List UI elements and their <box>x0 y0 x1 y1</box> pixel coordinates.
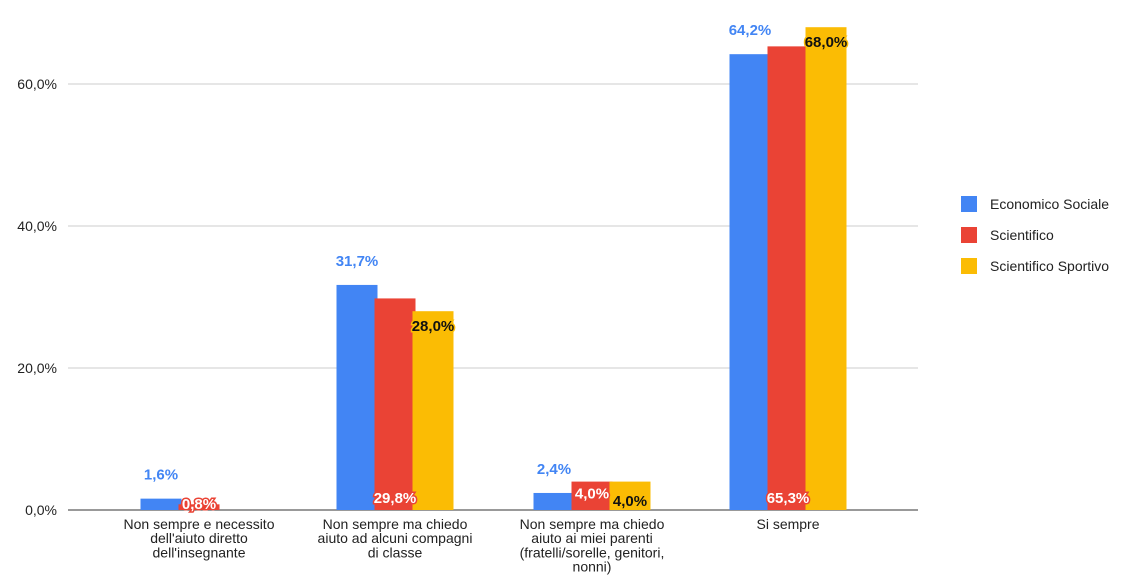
data-labels: 1,6% 31,7% 2,4% 64,2% 0,8% 29,8% 4,0% 65,3% 28,0… <box>144 22 849 514</box>
x-tick-label: nonni) <box>573 559 612 575</box>
x-tick-label: di classe <box>368 544 423 560</box>
bar <box>805 27 847 510</box>
data-label: 0,8% <box>182 496 216 513</box>
legend-swatch <box>961 258 977 274</box>
x-tick-label: Non sempre ma chiedo <box>323 516 468 532</box>
data-label: 4,0% <box>613 493 647 510</box>
bar <box>140 498 182 510</box>
legend-swatch <box>961 227 977 243</box>
bar <box>571 481 613 510</box>
bar <box>374 298 416 510</box>
x-tick-label: Non sempre e necessito <box>124 516 275 532</box>
legend-label: Scientifico <box>990 227 1054 243</box>
x-tick-label: aiuto ad alcuni compagni <box>318 530 473 546</box>
y-tick-label: 60,0% <box>17 76 57 92</box>
bar <box>178 504 220 510</box>
x-tick-label: aiuto ai miei parenti <box>531 530 652 546</box>
data-label: 68,0% <box>805 34 848 51</box>
x-tick-label: dell'aiuto diretto <box>150 530 248 546</box>
data-label: 29,8% <box>374 490 417 507</box>
x-tick-label: (fratelli/sorelle, genitori, <box>520 544 665 560</box>
x-tick-label: Non sempre ma chiedo <box>520 516 665 532</box>
bar <box>336 284 378 510</box>
x-tick-label: dell'insegnante <box>153 544 246 560</box>
bar <box>412 311 454 510</box>
bars <box>140 27 847 511</box>
y-tick-label: 20,0% <box>17 360 57 376</box>
data-label: 28,0% <box>412 318 455 335</box>
data-label: 65,3% <box>767 490 810 507</box>
legend-label: Economico Sociale <box>990 196 1109 212</box>
legend-swatch <box>961 196 977 212</box>
legend: Economico Sociale Scientifico Scientifico … <box>961 196 1109 274</box>
data-label: 2,4% <box>537 461 571 478</box>
y-tick-label: 40,0% <box>17 218 57 234</box>
data-label: 1,6% <box>144 467 178 484</box>
data-label: 64,2% <box>729 22 772 39</box>
legend-label: Scientifico Sportivo <box>990 258 1109 274</box>
bar <box>729 54 771 511</box>
x-tick-label: Si sempre <box>756 516 819 532</box>
data-label: 4,0% <box>575 486 609 503</box>
bar <box>767 46 809 511</box>
y-axis: 0,0% 20,0% 40,0% 60,0% <box>17 76 57 518</box>
y-tick-label: 0,0% <box>25 502 57 518</box>
bar <box>609 481 651 510</box>
data-label: 31,7% <box>336 253 379 270</box>
bar <box>533 492 575 510</box>
